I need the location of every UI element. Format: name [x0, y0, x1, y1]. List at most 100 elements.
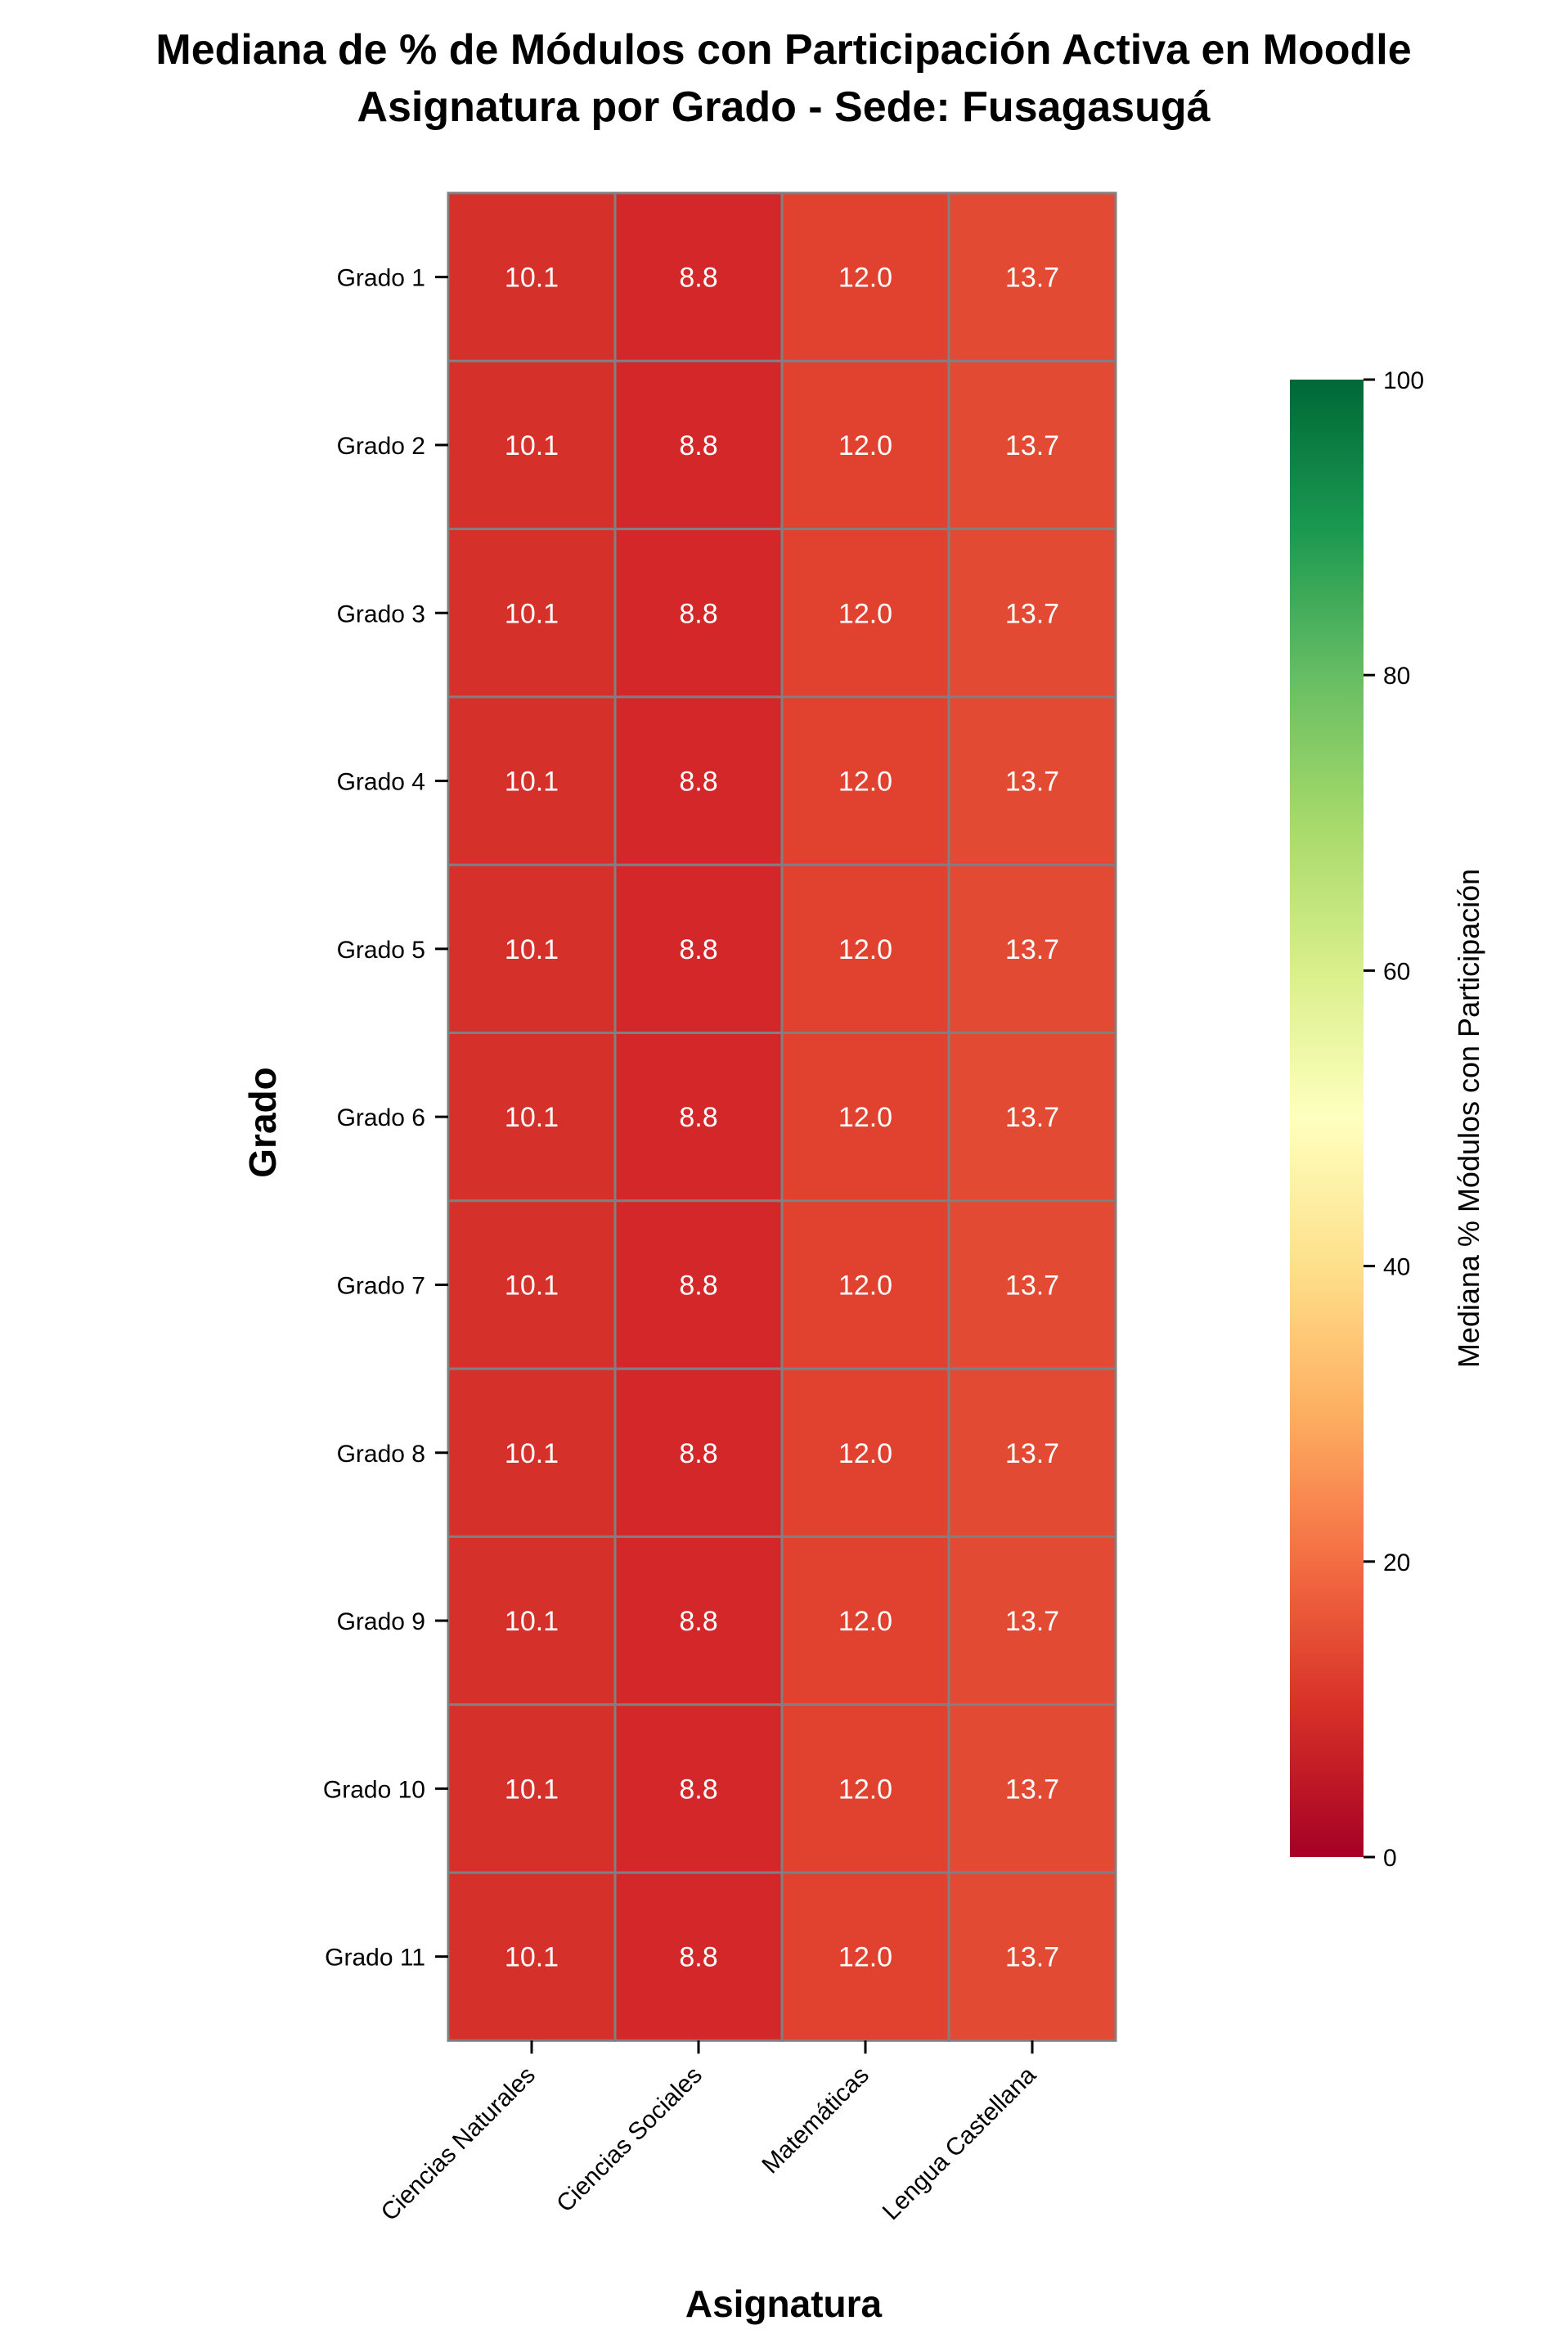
heatmap-cell: [613, 191, 784, 362]
cell-value-label: 12.0: [838, 1606, 892, 1637]
heatmap-cell: [947, 1703, 1117, 1874]
heatmap-cell: [613, 1703, 784, 1874]
cell-value-label: 12.0: [838, 1774, 892, 1805]
y-tick-label: Grado 8: [337, 1441, 425, 1468]
x-tick-label: Lengua Castellana: [878, 2062, 1041, 2225]
cell-value-label: 8.8: [679, 430, 717, 461]
cell-value-label: 10.1: [505, 1774, 559, 1805]
cell-value-label: 13.7: [1005, 1102, 1059, 1133]
y-tick-label: Grado 9: [337, 1608, 425, 1635]
heatmap-cell: [780, 1199, 950, 1370]
heatmap-cell: [447, 1703, 617, 1874]
y-tick-label: Grado 1: [337, 265, 425, 292]
cell-value-label: 13.7: [1005, 1270, 1059, 1301]
heatmap-cell: [447, 1199, 617, 1370]
y-tick-label: Grado 3: [337, 600, 425, 627]
chart-title-line1: Mediana de % de Módulos con Participació…: [155, 26, 1411, 74]
cell-value-label: 8.8: [679, 263, 717, 294]
heatmap-cell: [613, 1871, 784, 2042]
heatmap-cell: [447, 1032, 617, 1203]
y-tick-label: Grado 10: [323, 1776, 425, 1803]
cell-value-label: 12.0: [838, 263, 892, 294]
heatmap-cells: 10.1 8.8 12.0 13.7 10.1 8.8 12.0 13.7 10.1 8.8 12.…: [447, 191, 1117, 2042]
colorbar-tick-label: 0: [1383, 1845, 1397, 1872]
heatmap-cell: [447, 191, 617, 362]
colorbar-tick-label: 80: [1383, 663, 1410, 690]
heatmap-cell: [947, 695, 1117, 866]
cell-value-label: 8.8: [679, 1774, 717, 1805]
cell-value-label: 13.7: [1005, 1606, 1059, 1637]
cell-value-label: 13.7: [1005, 767, 1059, 798]
cell-value-label: 10.1: [505, 767, 559, 798]
colorbar: [1290, 380, 1364, 1857]
cell-value-label: 12.0: [838, 1438, 892, 1469]
heatmap-cell: [613, 695, 784, 866]
heatmap-cell: [947, 191, 1117, 362]
cell-value-label: 10.1: [505, 598, 559, 629]
cell-value-label: 8.8: [679, 1606, 717, 1637]
cell-value-label: 8.8: [679, 767, 717, 798]
colorbar-label: Mediana % Módulos con Participación: [1452, 869, 1485, 1368]
chart-title-line2: Asignatura por Grado - Sede: Fusagasugá: [357, 83, 1211, 131]
heatmap-cell: [780, 1367, 950, 1538]
heatmap-cell: [780, 1703, 950, 1874]
cell-value-label: 13.7: [1005, 1942, 1059, 1973]
heatmap-cell: [613, 863, 784, 1034]
x-tick-label: Matemáticas: [757, 2062, 874, 2179]
heatmap-cell: [947, 359, 1117, 531]
heatmap-cell: [780, 863, 950, 1034]
cell-value-label: 8.8: [679, 1438, 717, 1469]
y-tick-label: Grado 6: [337, 1104, 425, 1131]
heatmap-cell: [613, 1032, 784, 1203]
y-tick-label: Grado 4: [337, 769, 425, 796]
heatmap-cell: [947, 1199, 1117, 1370]
cell-value-label: 12.0: [838, 934, 892, 965]
cell-value-label: 13.7: [1005, 1438, 1059, 1469]
cell-value-label: 13.7: [1005, 1774, 1059, 1805]
cell-value-label: 12.0: [838, 1942, 892, 1973]
colorbar-ticks: 0 20 40 60 80 100: [1364, 367, 1424, 1872]
heatmap-cell: [780, 1871, 950, 2042]
x-tick-label: Ciencias Naturales: [376, 2062, 541, 2226]
y-axis-ticks: Grado 1 Grado 2 Grado 3 Grado 4 Grado 5 Grado…: [323, 265, 448, 1972]
x-tick-label: Ciencias Sociales: [551, 2062, 708, 2218]
y-tick-label: Grado 5: [337, 937, 425, 964]
cell-value-label: 12.0: [838, 1270, 892, 1301]
cell-value-label: 12.0: [838, 767, 892, 798]
colorbar-tick-label: 20: [1383, 1549, 1410, 1576]
y-tick-label: Grado 11: [325, 1945, 425, 1972]
heatmap-cell: [447, 1367, 617, 1538]
cell-value-label: 10.1: [505, 934, 559, 965]
heatmap-cell: [947, 1032, 1117, 1203]
cell-value-label: 13.7: [1005, 263, 1059, 294]
colorbar-tick-label: 60: [1383, 958, 1410, 985]
cell-value-label: 10.1: [505, 1102, 559, 1133]
heatmap-cell: [947, 863, 1117, 1034]
heatmap-cell: [613, 528, 784, 699]
cell-value-label: 10.1: [505, 430, 559, 461]
heatmap-cell: [780, 1032, 950, 1203]
cell-value-label: 13.7: [1005, 430, 1059, 461]
cell-value-label: 10.1: [505, 1606, 559, 1637]
colorbar-tick-label: 40: [1383, 1254, 1410, 1281]
cell-value-label: 8.8: [679, 1270, 717, 1301]
cell-value-label: 10.1: [505, 1270, 559, 1301]
cell-value-label: 12.0: [838, 1102, 892, 1133]
x-axis-ticks: Ciencias Naturales Ciencias Sociales Matem…: [376, 2040, 1041, 2226]
cell-value-label: 8.8: [679, 1102, 717, 1133]
cell-value-label: 8.8: [679, 1942, 717, 1973]
y-axis-title: Grado: [241, 1067, 284, 1177]
cell-value-label: 8.8: [679, 934, 717, 965]
heatmap-cell: [947, 528, 1117, 699]
cell-value-label: 12.0: [838, 598, 892, 629]
cell-value-label: 10.1: [505, 1438, 559, 1469]
heatmap-cell: [613, 359, 784, 531]
y-tick-label: Grado 7: [337, 1272, 425, 1299]
cell-value-label: 8.8: [679, 598, 717, 629]
colorbar-tick-label: 100: [1383, 367, 1424, 394]
cell-value-label: 13.7: [1005, 598, 1059, 629]
cell-value-label: 10.1: [505, 263, 559, 294]
heatmap-cell: [780, 191, 950, 362]
cell-value-label: 10.1: [505, 1942, 559, 1973]
